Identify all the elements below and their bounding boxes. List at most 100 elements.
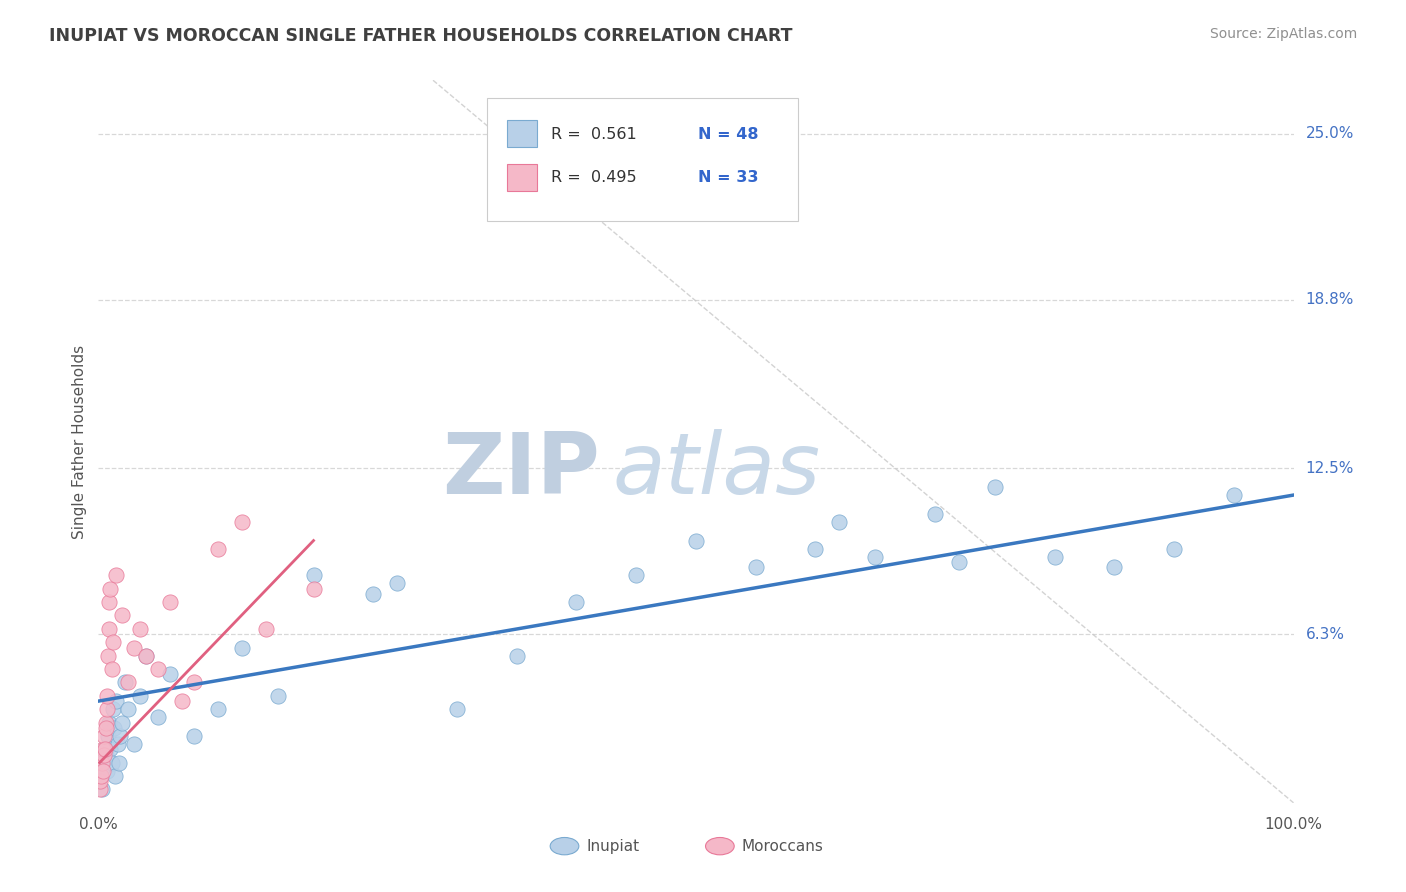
Point <box>1223 488 1246 502</box>
Point <box>100 662 122 676</box>
Point <box>183 675 205 690</box>
Point <box>254 622 277 636</box>
Point <box>129 689 152 703</box>
Point <box>107 756 129 770</box>
Point <box>105 568 128 582</box>
Text: N = 48: N = 48 <box>699 127 759 142</box>
Point <box>159 595 181 609</box>
Point <box>96 764 118 778</box>
Point <box>446 702 468 716</box>
Point <box>96 721 118 735</box>
Point <box>111 608 134 623</box>
Point <box>94 747 117 762</box>
Point <box>93 729 115 743</box>
Point <box>626 568 648 582</box>
Point <box>103 721 125 735</box>
Point <box>101 635 124 649</box>
Point <box>93 747 115 762</box>
Point <box>129 622 152 636</box>
Point <box>96 689 118 703</box>
FancyBboxPatch shape <box>508 164 537 191</box>
Point <box>90 769 112 783</box>
Point <box>135 648 157 663</box>
Point <box>183 729 205 743</box>
Point <box>124 640 146 655</box>
Text: 18.8%: 18.8% <box>1306 293 1354 307</box>
Point <box>506 648 529 663</box>
Text: N = 33: N = 33 <box>699 170 759 186</box>
Point <box>1104 560 1126 574</box>
Point <box>565 595 588 609</box>
Text: 6.3%: 6.3% <box>1306 627 1344 641</box>
Point <box>924 507 946 521</box>
Text: INUPIAT VS MOROCCAN SINGLE FATHER HOUSEHOLDS CORRELATION CHART: INUPIAT VS MOROCCAN SINGLE FATHER HOUSEH… <box>49 27 793 45</box>
Point <box>89 774 111 789</box>
FancyBboxPatch shape <box>508 120 537 147</box>
Point <box>685 533 707 548</box>
Point <box>1043 549 1066 564</box>
Text: Inupiat: Inupiat <box>586 838 640 854</box>
Point <box>948 555 970 569</box>
Point <box>91 764 114 778</box>
Point <box>114 675 136 690</box>
Point <box>108 729 131 743</box>
Point <box>302 582 325 596</box>
Point <box>385 576 409 591</box>
Point <box>159 667 181 681</box>
Point <box>91 756 114 770</box>
Point <box>98 742 122 756</box>
Point <box>105 694 128 708</box>
Point <box>172 694 194 708</box>
Point <box>135 648 157 663</box>
Text: Moroccans: Moroccans <box>741 838 824 854</box>
Point <box>91 782 114 797</box>
Point <box>267 689 290 703</box>
Point <box>148 710 170 724</box>
Point <box>1163 541 1185 556</box>
Point <box>207 541 229 556</box>
Point <box>98 715 121 730</box>
Circle shape <box>706 838 734 855</box>
Point <box>363 587 385 601</box>
Point <box>111 715 134 730</box>
Point <box>91 756 114 770</box>
Point <box>117 702 139 716</box>
Circle shape <box>550 838 579 855</box>
Point <box>984 480 1007 494</box>
Point <box>89 782 111 797</box>
Point <box>98 595 121 609</box>
Text: R =  0.561: R = 0.561 <box>551 127 637 142</box>
Y-axis label: Single Father Households: Single Father Households <box>72 344 87 539</box>
Point <box>148 662 170 676</box>
Point <box>124 737 146 751</box>
Point <box>101 702 124 716</box>
Point <box>94 715 117 730</box>
Point <box>98 582 122 596</box>
Point <box>104 769 127 783</box>
Point <box>97 648 120 663</box>
Point <box>93 742 115 756</box>
Text: 25.0%: 25.0% <box>1306 127 1354 141</box>
Text: atlas: atlas <box>613 429 820 512</box>
Point <box>207 702 229 716</box>
Point <box>865 549 887 564</box>
Point <box>100 756 122 770</box>
FancyBboxPatch shape <box>486 98 797 221</box>
Point <box>94 742 117 756</box>
Point <box>97 729 120 743</box>
Text: Source: ZipAtlas.com: Source: ZipAtlas.com <box>1209 27 1357 41</box>
Text: 12.5%: 12.5% <box>1306 461 1354 475</box>
Point <box>96 702 118 716</box>
Point <box>231 640 253 655</box>
Point <box>804 541 827 556</box>
Text: ZIP: ZIP <box>443 429 600 512</box>
Point <box>97 622 120 636</box>
Text: R =  0.495: R = 0.495 <box>551 170 637 186</box>
Point <box>91 742 114 756</box>
Point <box>90 769 112 783</box>
Point <box>828 515 851 529</box>
Point <box>107 737 129 751</box>
Point <box>745 560 768 574</box>
Point <box>302 568 325 582</box>
Point <box>117 675 139 690</box>
